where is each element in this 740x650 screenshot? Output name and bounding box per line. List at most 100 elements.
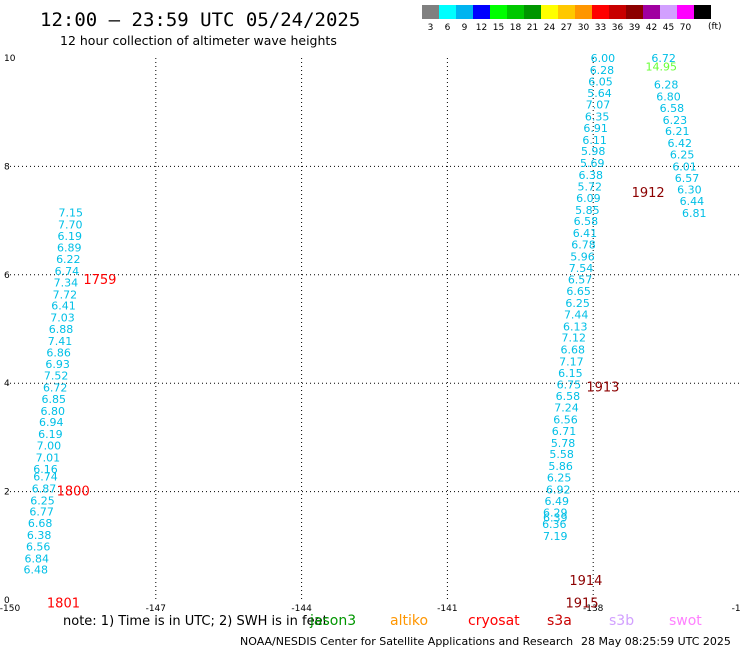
wave-height-value: 7.00 — [37, 440, 62, 453]
wave-height-value: 7.19 — [543, 530, 568, 543]
wave-height-value: 6.72 — [651, 52, 676, 65]
wave-height-value: 6.16 — [33, 463, 58, 476]
legend-swatch — [626, 5, 643, 19]
legend-label: 27 — [561, 23, 572, 33]
wave-height-value: 6.11 — [582, 134, 607, 147]
satellite-label-s3b: s3b — [609, 613, 634, 629]
legend-label: 42 — [646, 23, 657, 33]
wave-height-value: 6.25 — [30, 494, 55, 507]
wave-height-value: 6.30 — [677, 184, 702, 197]
legend-label: 9 — [462, 23, 468, 33]
wave-height-value: 6.57 — [568, 274, 593, 287]
timestamp-text: 28 May 08:25:59 UTC 2025 — [581, 635, 731, 648]
satellite-label-s3a: s3a — [547, 613, 572, 629]
wave-height-value: 6.58 — [574, 215, 599, 228]
legend-label: 39 — [629, 23, 641, 33]
plot-grid — [10, 58, 739, 600]
wave-height-value: 6.38 — [579, 169, 604, 182]
satellite-label-jason3: jason3 — [309, 613, 356, 629]
legend-label: 6 — [445, 23, 451, 33]
legend-swatch — [660, 5, 677, 19]
wave-height-value: 6.25 — [547, 472, 572, 485]
legend-label: 33 — [595, 23, 606, 33]
legend-label: 15 — [493, 23, 504, 33]
legend-swatch — [558, 5, 575, 19]
wave-height-value: 6.19 — [58, 230, 83, 243]
y-tick-label: 10 — [4, 54, 16, 64]
wave-height-value: 6.89 — [57, 242, 82, 255]
wave-height-value: 6.49 — [545, 495, 570, 508]
y-tick-label: 0 — [4, 596, 10, 606]
legend-unit: (ft) — [708, 22, 722, 32]
wave-height-value: 6.05 — [588, 75, 613, 88]
wave-height-value: 6.22 — [56, 253, 81, 266]
wave-height-value: 7.24 — [554, 402, 579, 415]
legend-swatch — [456, 5, 473, 19]
time-label: 1759 — [83, 273, 116, 288]
wave-height-value: 6.56 — [553, 414, 578, 427]
wave-height-value: 7.15 — [59, 206, 84, 219]
time-labels: 1759 1800 1801 1912 1913 1914 1915 — [47, 186, 665, 612]
wave-height-value: 6.87 — [32, 482, 57, 495]
time-label: 1913 — [586, 380, 619, 395]
wave-height-value: 5.78 — [551, 437, 576, 450]
wave-height-value: 6.23 — [663, 114, 688, 127]
x-tick-label: -144 — [291, 604, 312, 614]
wave-height-value: 6.25 — [670, 148, 695, 161]
wave-height-value: 5.85 — [575, 204, 600, 217]
time-label: 1915 — [565, 597, 598, 612]
legend-label: 45 — [663, 23, 674, 33]
legend-swatch — [422, 5, 439, 19]
wave-height-value: 6.58 — [556, 390, 581, 403]
wave-height-value: 7.34 — [54, 276, 79, 289]
satellite-label-swot: swot — [669, 613, 702, 629]
x-axis-ticks: -150 -147 -144 -141 -138 -13 — [0, 604, 740, 614]
y-tick-label: 4 — [4, 379, 10, 389]
wave-height-value: 6.09 — [576, 192, 601, 205]
legend-label: 18 — [510, 23, 522, 33]
satellite-label-cryosat: cryosat — [468, 613, 520, 629]
wave-height-value: 6.74 — [33, 470, 58, 483]
legend-swatch — [609, 5, 626, 19]
wave-height-value: 6.56 — [26, 540, 51, 553]
legend-swatch — [677, 5, 694, 19]
wave-height-value: 6.84 — [24, 552, 49, 565]
wave-height-value: 6.75 — [557, 378, 582, 391]
y-tick-label: 6 — [4, 271, 10, 281]
wave-height-value: 6.57 — [675, 172, 700, 185]
wave-height-value: 5.58 — [549, 448, 574, 461]
wave-height-value: 7.07 — [586, 99, 611, 112]
wave-height-points: 7.157.706.196.896.226.747.347.726.417.03… — [24, 52, 707, 577]
wave-height-value: 7.44 — [564, 308, 589, 321]
wave-height-value: 6.80 — [656, 90, 681, 103]
legend-swatch — [473, 5, 490, 19]
x-tick-label: -150 — [0, 604, 20, 614]
legend-label: 21 — [527, 23, 538, 33]
legend-label: 30 — [578, 23, 590, 33]
wave-height-value: 6.41 — [573, 227, 598, 240]
legend-label: 70 — [680, 23, 692, 33]
wave-height-value: 6.74 — [55, 265, 80, 278]
y-tick-label: 2 — [4, 488, 10, 498]
x-tick-label: -141 — [437, 604, 457, 614]
wave-height-value: 6.15 — [558, 367, 583, 380]
wave-height-value: 7.70 — [58, 218, 83, 231]
time-label: 1914 — [569, 574, 602, 589]
legend-swatch — [524, 5, 541, 19]
wave-height-value: 6.13 — [563, 320, 588, 333]
wave-height-value: 7.12 — [562, 332, 587, 345]
satellite-legend: jason3 altiko cryosat s3a s3b swot — [309, 613, 702, 629]
wave-height-value: 6.65 — [566, 285, 591, 298]
wave-height-value: 5.86 — [548, 460, 573, 473]
wave-height-value: 14.95 — [645, 61, 677, 74]
wave-height-value: 6.48 — [24, 564, 49, 577]
wave-height-value: 6.25 — [565, 297, 590, 310]
time-label: 1801 — [47, 597, 80, 612]
legend-label: 3 — [428, 23, 434, 33]
wave-height-value: 6.72 — [43, 382, 68, 395]
wave-height-value: 6.41 — [51, 300, 76, 313]
wave-height-value: 6.44 — [680, 195, 705, 208]
legend-swatch — [592, 5, 609, 19]
y-tick-label: 8 — [4, 162, 10, 172]
wave-height-value: 6.80 — [41, 405, 66, 418]
